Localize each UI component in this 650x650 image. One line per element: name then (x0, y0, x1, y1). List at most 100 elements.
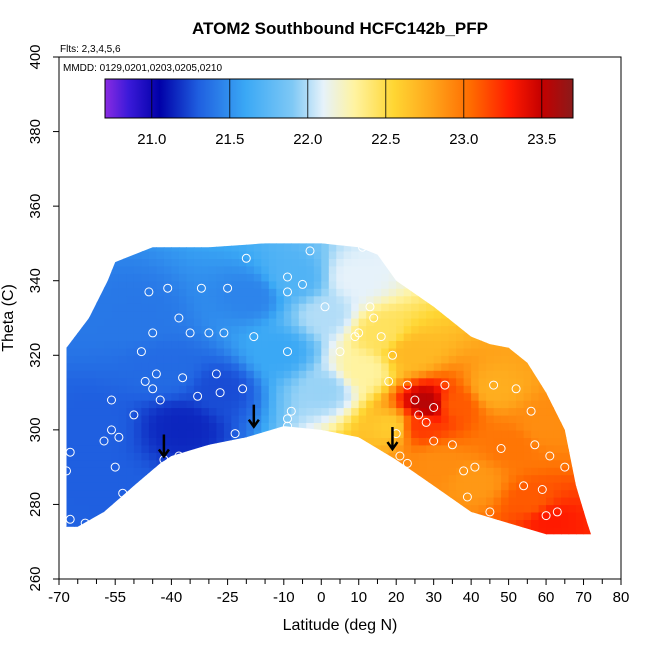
heatmap-cell (156, 385, 165, 394)
heatmap-cell (89, 347, 98, 356)
heatmap-cell (276, 340, 285, 349)
heatmap-cell (208, 310, 217, 319)
heatmap-cell (388, 385, 397, 394)
heatmap-cell (516, 370, 525, 379)
heatmap-cell (501, 511, 510, 520)
heatmap-cell (336, 414, 345, 423)
heatmap-cell (186, 400, 195, 409)
heatmap-cell (441, 459, 450, 468)
heatmap-cell (321, 377, 330, 386)
heatmap-cell (583, 474, 591, 483)
heatmap-cell (156, 229, 164, 237)
observation-point (552, 507, 562, 517)
heatmap-cell (568, 407, 577, 416)
heatmap-cell (508, 452, 517, 461)
heatmap-cell (276, 519, 285, 528)
observation-point (530, 440, 540, 450)
heatmap-cell (531, 362, 540, 371)
heatmap-cell (538, 437, 547, 446)
heatmap-cell (396, 422, 405, 431)
heatmap-cell (126, 452, 135, 461)
heatmap-cell (231, 370, 240, 379)
heatmap-cell (396, 370, 405, 379)
heatmap-cell (486, 519, 495, 528)
heatmap-cell (426, 332, 435, 341)
heatmap-cell (388, 303, 397, 312)
heatmap-cell (478, 340, 487, 349)
heatmap-cell (171, 265, 180, 274)
heatmap-cell (456, 467, 465, 476)
heatmap-cell (403, 325, 412, 334)
heatmap-cell (434, 534, 442, 542)
heatmap-cell (223, 265, 232, 274)
heatmap-cell (366, 534, 374, 542)
heatmap-cell (516, 489, 525, 498)
heatmap-cell (238, 347, 247, 356)
heatmap-cell (576, 250, 585, 259)
heatmap-cell (96, 250, 105, 259)
heatmap-cell (261, 407, 270, 416)
heatmap-cell (433, 497, 442, 506)
heatmap-cell (141, 474, 150, 483)
heatmap-cell (66, 429, 68, 438)
heatmap-cell (366, 347, 375, 356)
heatmap-cell (246, 519, 255, 528)
heatmap-cell (126, 288, 135, 297)
heatmap-cell (163, 243, 172, 245)
heatmap-cell (156, 243, 165, 245)
heatmap-cell (373, 392, 382, 401)
heatmap-cell (171, 474, 180, 483)
heatmap-cell (478, 414, 487, 423)
heatmap-cell (583, 340, 591, 349)
heatmap-cell (193, 288, 202, 297)
heatmap-cell (156, 444, 165, 453)
heatmap-cell (441, 437, 450, 446)
heatmap-cell (576, 377, 585, 386)
heatmap-cell (411, 377, 420, 386)
heatmap-cell (298, 280, 307, 289)
heatmap-cell (133, 377, 142, 386)
heatmap-cell (456, 347, 465, 356)
heatmap-cell (96, 273, 105, 282)
heatmap-cell (426, 340, 435, 349)
heatmap-cell (216, 437, 225, 446)
heatmap-cell (328, 370, 337, 379)
heatmap-cell (366, 504, 375, 513)
heatmap-cell (343, 318, 352, 327)
heatmap-cell (96, 243, 105, 245)
heatmap-cell (193, 489, 202, 498)
heatmap-cell (74, 258, 83, 267)
heatmap-cell (493, 310, 502, 319)
heatmap-cell (546, 355, 555, 364)
heatmap-cell (178, 243, 187, 252)
heatmap-cell (553, 422, 562, 431)
heatmap-cell (441, 243, 450, 245)
heatmap-cell (96, 407, 105, 416)
heatmap-cell (448, 243, 457, 252)
heatmap-cell (178, 332, 187, 341)
heatmap-cell (463, 250, 472, 259)
heatmap-cell (366, 407, 375, 416)
heatmap-cell (148, 295, 157, 304)
heatmap-cell (426, 489, 435, 498)
heatmap-cell (81, 392, 90, 401)
heatmap-cell (486, 400, 495, 409)
heatmap-cell (283, 250, 292, 259)
heatmap-cell (178, 250, 187, 259)
heatmap-cell (238, 303, 247, 312)
heatmap-cell (268, 318, 277, 327)
heatmap-cell (66, 489, 75, 498)
heatmap-cell (268, 429, 277, 438)
heatmap-cell (493, 526, 502, 535)
observation-point (193, 391, 203, 401)
heatmap-cell (118, 392, 127, 401)
heatmap-cell (208, 437, 217, 446)
heatmap-cell (283, 392, 292, 401)
heatmap-cell (81, 482, 90, 491)
heatmap-cell (441, 265, 450, 274)
heatmap-cell (546, 347, 555, 356)
x-tick-label: -70 (48, 589, 70, 606)
heatmap-cell (336, 303, 345, 312)
heatmap-cell (501, 414, 510, 423)
heatmap-cell (328, 273, 337, 282)
